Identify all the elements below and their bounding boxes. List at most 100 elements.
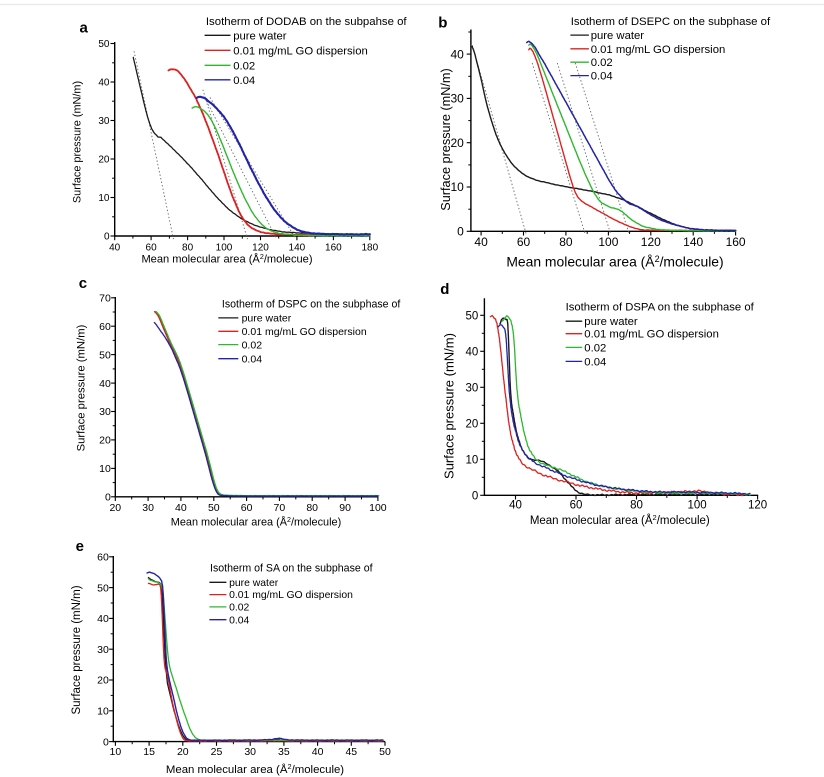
- svg-text:Mean molecular area (Å2/molecu: Mean molecular area (Å2/molecule): [530, 513, 710, 527]
- svg-text:40: 40: [99, 378, 111, 390]
- svg-text:10: 10: [98, 193, 110, 204]
- svg-text:0.04: 0.04: [242, 353, 263, 365]
- svg-text:100: 100: [369, 502, 387, 514]
- svg-text:Mean molecular area (Å2/molecu: Mean molecular area (Å2/molecule): [171, 516, 341, 529]
- svg-text:60: 60: [517, 235, 531, 249]
- svg-text:30: 30: [450, 92, 464, 106]
- svg-text:180: 180: [361, 243, 378, 254]
- svg-text:pure water: pure water: [242, 313, 292, 325]
- svg-text:Isotherm of DODAB on the subpa: Isotherm of DODAB on the subpahse of: [206, 16, 408, 28]
- svg-text:80: 80: [630, 500, 643, 512]
- svg-text:60: 60: [146, 243, 158, 254]
- svg-text:70: 70: [99, 293, 111, 305]
- svg-text:160: 160: [726, 235, 746, 249]
- svg-text:Surface pressure (mN/m): Surface pressure (mN/m): [71, 585, 83, 714]
- svg-text:pure water: pure water: [584, 316, 638, 328]
- svg-text:0.01 mg/mL GO dispersion: 0.01 mg/mL GO dispersion: [242, 326, 367, 338]
- svg-text:0.02: 0.02: [233, 60, 255, 72]
- svg-text:70: 70: [274, 502, 286, 514]
- svg-text:0: 0: [103, 736, 109, 748]
- svg-text:20: 20: [97, 675, 109, 687]
- svg-text:Mean molecular area (Å2/molecu: Mean molecular area (Å2/molecule): [506, 254, 723, 270]
- svg-text:0.01 mg/mL GO dispersion: 0.01 mg/mL GO dispersion: [584, 329, 719, 341]
- svg-text:0.02: 0.02: [591, 57, 613, 69]
- svg-text:Surface pressure (mN/m): Surface pressure (mN/m): [442, 333, 457, 479]
- svg-text:30: 30: [142, 502, 154, 514]
- svg-text:20: 20: [98, 155, 110, 166]
- svg-text:40: 40: [98, 78, 110, 89]
- svg-text:40: 40: [450, 47, 464, 61]
- svg-text:0.04: 0.04: [229, 615, 249, 626]
- svg-text:45: 45: [345, 746, 357, 758]
- svg-text:50: 50: [208, 502, 220, 514]
- svg-text:40: 40: [312, 746, 324, 758]
- svg-text:e: e: [76, 538, 84, 555]
- svg-text:0.02: 0.02: [229, 603, 249, 614]
- svg-text:40: 40: [109, 243, 121, 254]
- svg-text:20: 20: [450, 136, 464, 150]
- svg-text:90: 90: [339, 502, 351, 514]
- svg-text:60: 60: [99, 321, 111, 333]
- svg-text:d: d: [440, 281, 449, 298]
- svg-text:0.04: 0.04: [584, 356, 606, 368]
- svg-text:15: 15: [143, 746, 155, 758]
- svg-text:c: c: [79, 275, 87, 292]
- svg-text:pure water: pure water: [233, 30, 287, 42]
- svg-text:a: a: [80, 19, 89, 36]
- svg-text:40: 40: [509, 500, 522, 512]
- svg-text:20: 20: [99, 435, 111, 447]
- svg-text:0.02: 0.02: [584, 342, 606, 354]
- svg-text:Surface pressure (mN/m): Surface pressure (mN/m): [439, 68, 453, 210]
- svg-text:Mean molecular area (Å2/molecu: Mean molecular area (Å2/molecule): [166, 762, 344, 776]
- svg-text:10: 10: [99, 463, 111, 475]
- svg-text:Isotherm of DSEPC on the subph: Isotherm of DSEPC on the subphase of: [571, 16, 771, 28]
- svg-text:10: 10: [450, 180, 464, 194]
- svg-text:0: 0: [104, 232, 110, 243]
- svg-text:0.04: 0.04: [233, 75, 255, 87]
- svg-text:60: 60: [570, 500, 583, 512]
- svg-text:30: 30: [244, 746, 256, 758]
- svg-text:0.01 mg/mL GO dispersion: 0.01 mg/mL GO dispersion: [233, 45, 368, 57]
- svg-text:25: 25: [211, 746, 223, 758]
- svg-text:0.01 mg/mL GO dispersion: 0.01 mg/mL GO dispersion: [229, 590, 353, 601]
- svg-text:Surface pressure (mN/m): Surface pressure (mN/m): [72, 81, 84, 203]
- svg-text:120: 120: [748, 500, 767, 512]
- svg-text:0: 0: [457, 225, 464, 239]
- svg-text:60: 60: [241, 502, 253, 514]
- svg-text:20: 20: [466, 418, 479, 430]
- svg-text:0: 0: [105, 492, 111, 504]
- svg-text:20: 20: [177, 746, 189, 758]
- svg-text:0.02: 0.02: [242, 339, 263, 351]
- svg-text:30: 30: [97, 644, 109, 656]
- svg-text:10: 10: [97, 706, 109, 718]
- svg-text:Isotherm of SA on the subphase: Isotherm of SA on the subphase of: [210, 563, 373, 575]
- svg-text:0: 0: [472, 490, 478, 502]
- svg-text:Isotherm of DSPA on the subpha: Isotherm of DSPA on the subphase of: [566, 302, 755, 314]
- svg-text:0.04: 0.04: [591, 71, 613, 83]
- svg-text:50: 50: [98, 39, 110, 50]
- svg-text:40: 40: [97, 613, 109, 625]
- svg-text:80: 80: [306, 502, 318, 514]
- svg-text:40: 40: [466, 346, 479, 358]
- svg-text:40: 40: [175, 502, 187, 514]
- svg-text:120: 120: [641, 235, 661, 249]
- svg-text:60: 60: [97, 552, 109, 564]
- svg-text:30: 30: [99, 406, 111, 418]
- svg-text:100: 100: [216, 243, 233, 254]
- svg-text:0.01 mg/mL GO dispersion: 0.01 mg/mL GO dispersion: [591, 44, 726, 56]
- svg-text:80: 80: [559, 235, 573, 249]
- svg-text:40: 40: [474, 235, 488, 249]
- svg-text:pure water: pure water: [229, 578, 279, 589]
- svg-text:100: 100: [598, 235, 618, 249]
- svg-text:100: 100: [688, 500, 707, 512]
- svg-text:Mean molecular area (Å2/molecu: Mean molecular area (Å2/molecue): [141, 252, 312, 266]
- svg-text:pure water: pure water: [591, 30, 645, 42]
- svg-text:Surface pressure (mN/m): Surface pressure (mN/m): [76, 324, 88, 451]
- svg-text:30: 30: [98, 116, 110, 127]
- svg-text:50: 50: [97, 582, 109, 594]
- svg-text:10: 10: [466, 454, 479, 466]
- svg-text:80: 80: [182, 243, 194, 254]
- svg-text:140: 140: [289, 243, 306, 254]
- svg-text:140: 140: [683, 235, 703, 249]
- svg-text:120: 120: [252, 243, 269, 254]
